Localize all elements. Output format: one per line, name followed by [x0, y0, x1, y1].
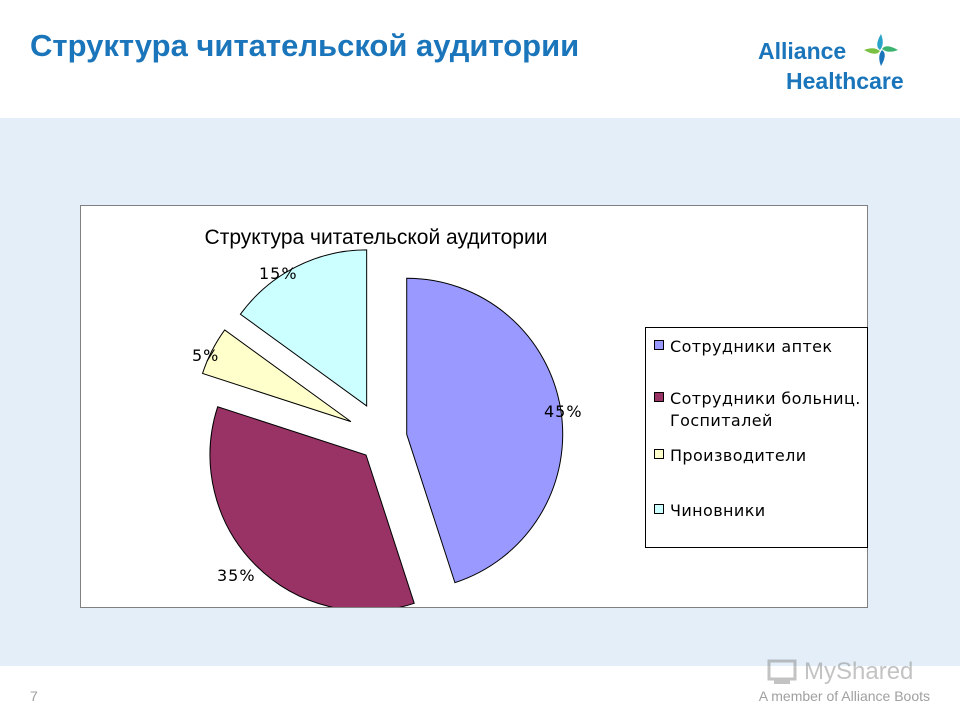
page-number: 7 [30, 688, 38, 704]
chart-legend: Сотрудники аптек Сотрудники больниц. Гос… [645, 327, 868, 548]
legend-swatch [654, 504, 664, 514]
legend-label: Чиновники [670, 501, 766, 520]
presentation-icon [767, 659, 797, 684]
pie-slice [209, 406, 415, 607]
data-label-slice-0: 45% [544, 402, 583, 421]
legend-swatch [654, 449, 664, 459]
legend-label: Сотрудники аптек [670, 337, 833, 356]
legend-swatch [654, 392, 664, 402]
alliance-healthcare-logo: Alliance Healthcare [756, 28, 936, 94]
chart-title: Структура читательской аудитории [204, 226, 548, 249]
pie-slice [201, 329, 352, 423]
logo-text-line2: Healthcare [786, 68, 904, 94]
pie-slice [406, 277, 564, 584]
chart-container: Структура читательской аудитории 45% 35%… [80, 205, 868, 608]
slide-title: Структура читательской аудитории [30, 28, 580, 63]
data-label-slice-1: 35% [217, 566, 256, 585]
watermark: MyShared [766, 658, 926, 688]
legend-swatch [654, 340, 664, 350]
legend-label: Сотрудники больниц. Госпиталей [670, 389, 861, 430]
logo-star-icon [864, 34, 898, 66]
footer-text: A member of Alliance Boots [758, 688, 930, 704]
watermark-text: MyShared [804, 658, 914, 685]
pie-chart [201, 249, 564, 607]
logo-text-line1: Alliance [758, 38, 847, 64]
data-label-slice-2: 5% [192, 346, 220, 365]
pie-slice [239, 249, 368, 407]
legend-label: Производители [670, 446, 807, 465]
data-label-slice-3: 15% [259, 264, 298, 283]
